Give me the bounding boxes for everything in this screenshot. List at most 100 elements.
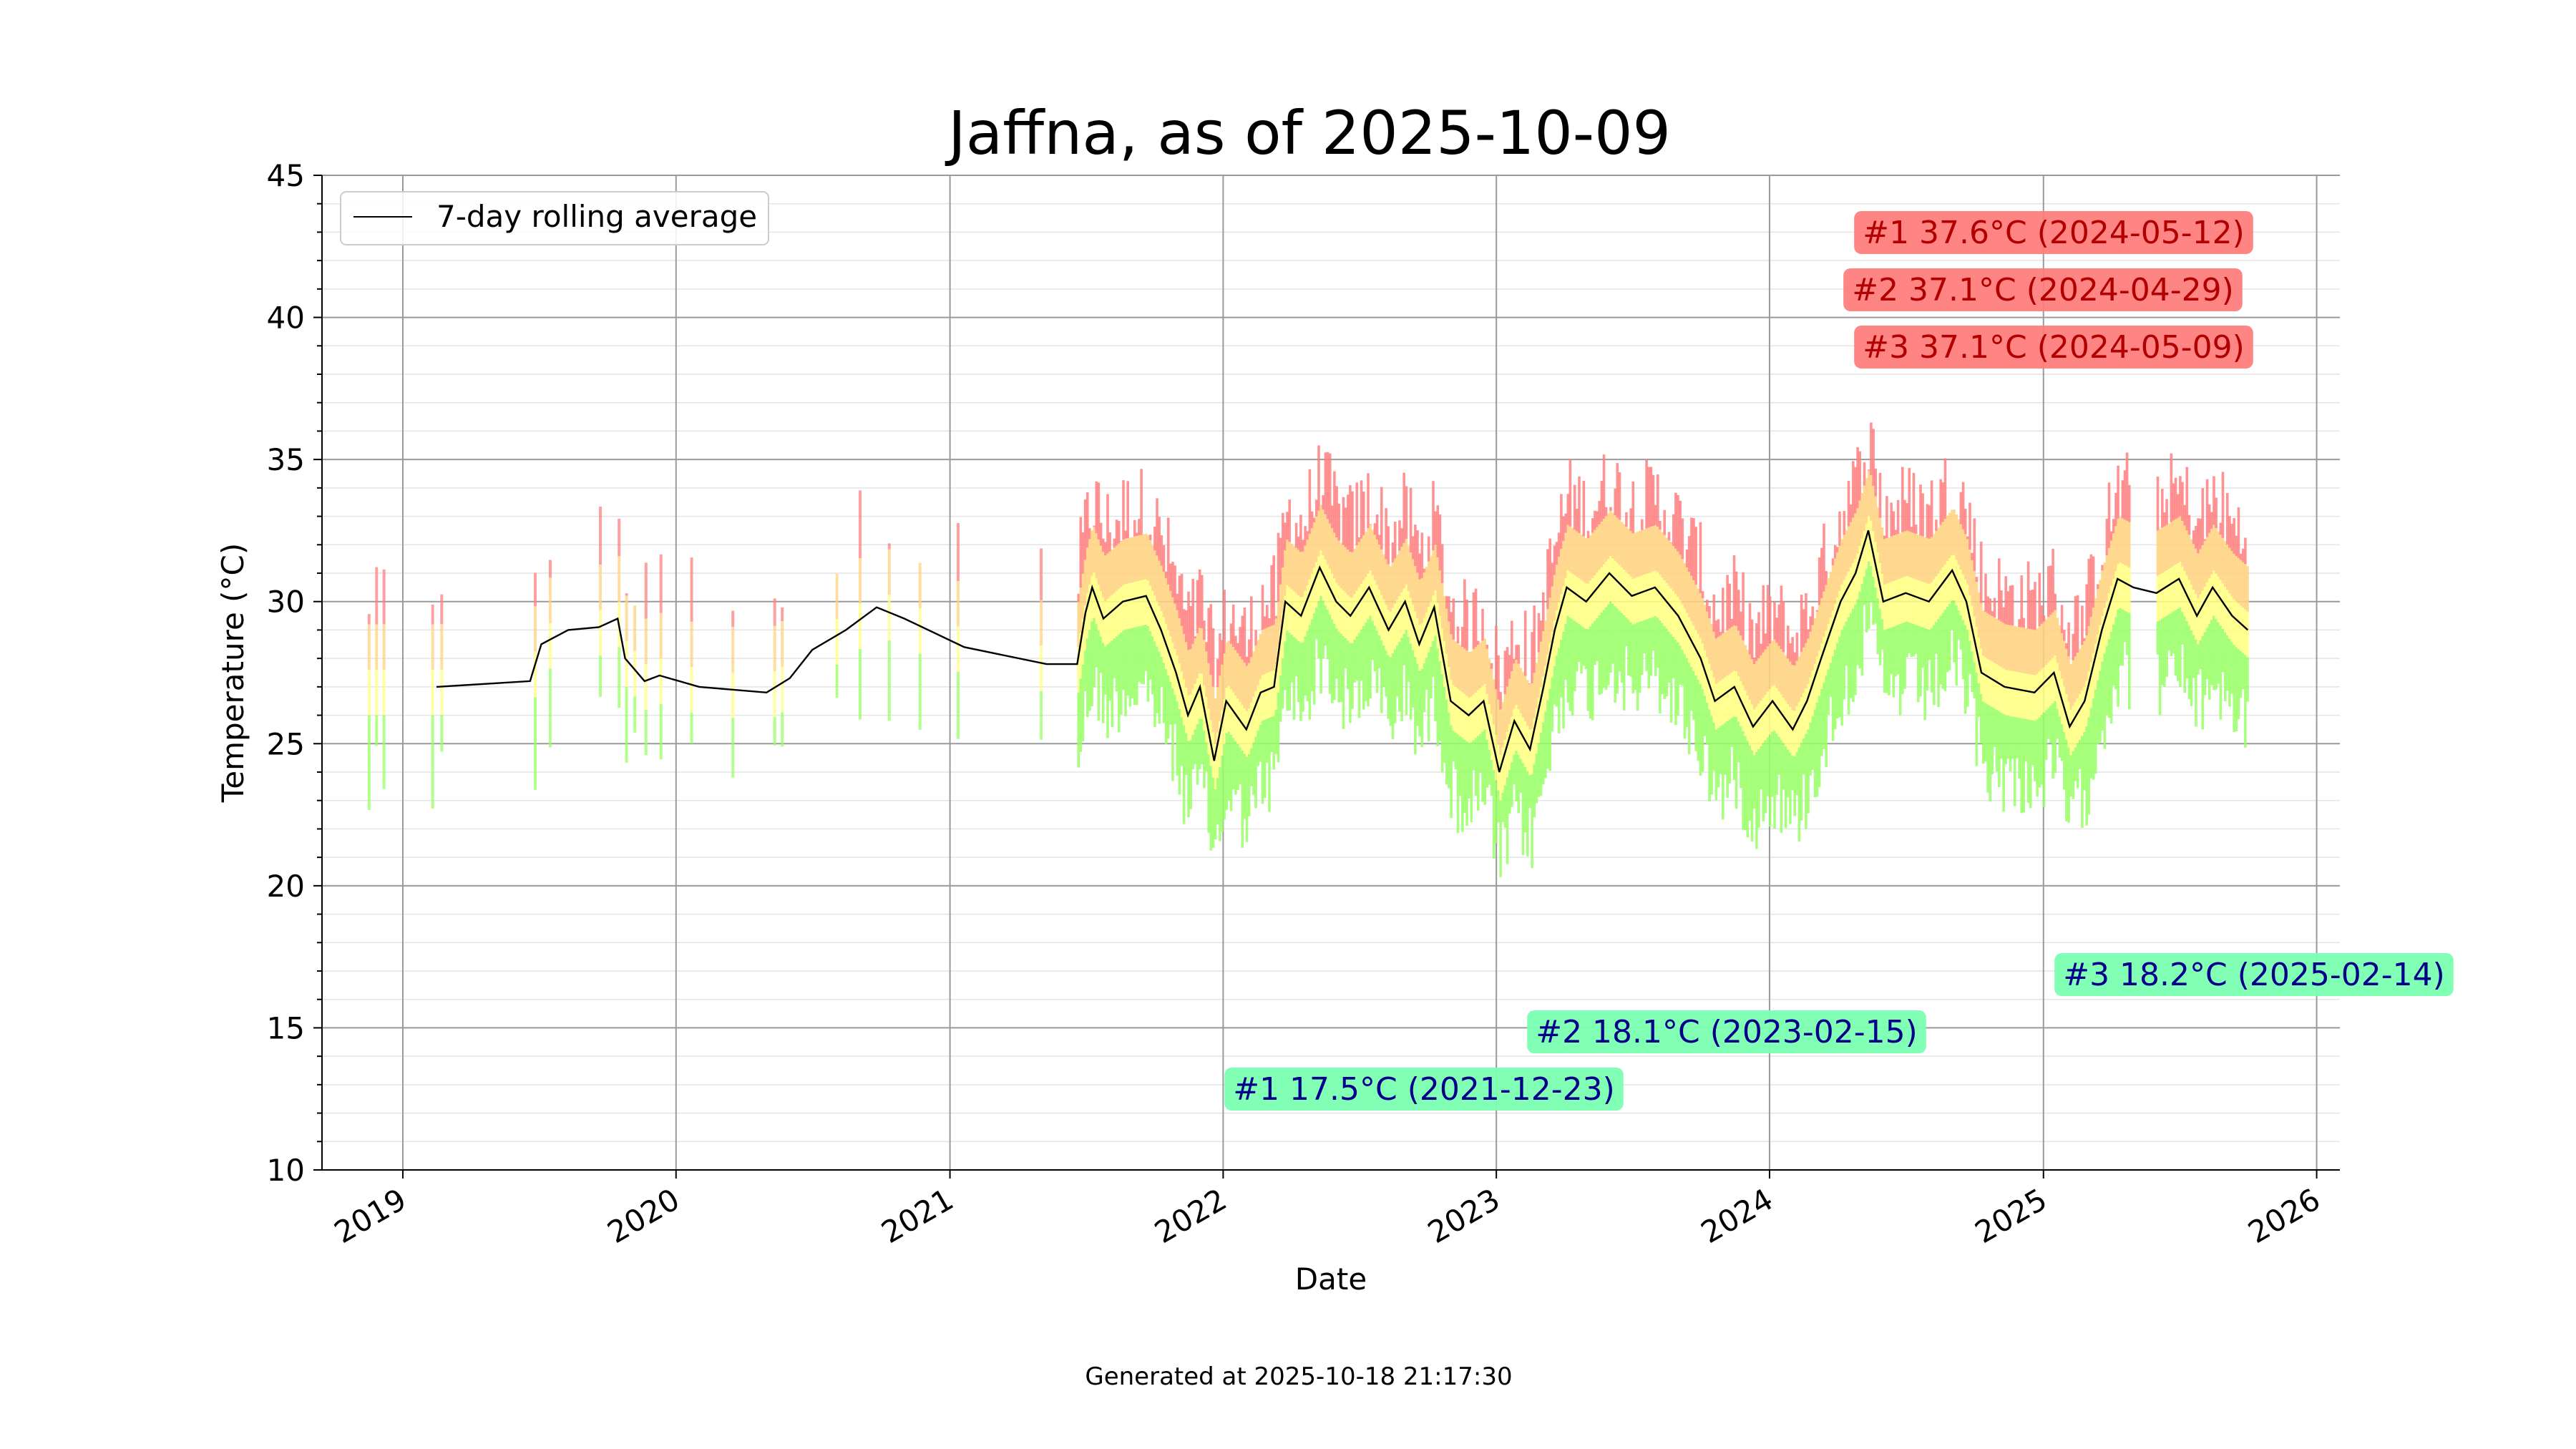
daily-range-bar [2109, 531, 2113, 541]
daily-range-bar [1515, 645, 1518, 660]
daily-range-bar [1117, 589, 1121, 635]
annotation-label: #3 37.1°C (2024-05-09) [1863, 329, 2245, 366]
daily-range-bar [2031, 675, 2034, 721]
daily-range-bar [2047, 662, 2050, 708]
daily-range-bar [2183, 571, 2186, 617]
daily-range-bar [2221, 537, 2225, 584]
daily-range-bar [1979, 693, 1983, 743]
daily-range-bar [1077, 593, 1080, 602]
daily-range-bar [1732, 625, 1736, 671]
daily-range-bar [1086, 492, 1089, 548]
daily-range-bar [1093, 527, 1096, 572]
daily-range-bar [1602, 519, 1606, 565]
daily-range-bar [1868, 561, 1870, 629]
daily-range-bar [1458, 736, 1462, 796]
daily-range-bar [1254, 736, 1257, 809]
x-tick-label: 2026 [2243, 1181, 2326, 1250]
daily-range-bar [1537, 613, 1541, 653]
daily-range-bar [1122, 540, 1125, 585]
daily-range-bar [1513, 663, 1516, 709]
daily-range-bar [2051, 612, 2054, 658]
daily-range-bar [1820, 689, 1823, 756]
daily-range-bar [1993, 663, 1996, 708]
daily-range-bar [1148, 631, 1152, 680]
daily-range-bar [2002, 713, 2005, 812]
daily-range-bar [1791, 756, 1794, 791]
daily-range-bar [1710, 716, 1713, 795]
daily-range-bar [1302, 597, 1304, 643]
daily-range-bar [1357, 537, 1361, 542]
daily-range-bar [599, 655, 602, 697]
daily-range-bar [1860, 538, 1864, 585]
daily-range-bar [1706, 702, 1709, 745]
daily-range-bar [1919, 626, 1922, 697]
daily-range-bar [1760, 746, 1762, 789]
daily-range-bar [1201, 575, 1204, 628]
daily-range-bar [1885, 629, 1888, 693]
daily-range-bar [1412, 559, 1415, 605]
daily-range-bar [1304, 526, 1307, 546]
daily-range-bar [1735, 571, 1738, 626]
daily-range-bar [1272, 716, 1275, 770]
daily-range-bar [2192, 544, 2195, 590]
daily-range-bar [1939, 479, 1942, 525]
y-tick-label: 25 [267, 726, 305, 761]
daily-range-bar [1326, 519, 1330, 565]
x-tick-label: 2024 [1695, 1181, 1779, 1250]
daily-range-bar [2167, 523, 2170, 569]
daily-range-bar [382, 715, 386, 789]
daily-range-bar [1360, 629, 1363, 681]
record-low-1: #1 17.5°C (2021-12-23) [1224, 1068, 1624, 1111]
daily-range-bar [2038, 717, 2041, 788]
daily-range-bar [1337, 503, 1340, 541]
daily-range-bar [1393, 604, 1397, 650]
daily-range-bar [1863, 576, 1866, 605]
daily-range-bar [1560, 549, 1563, 595]
daily-range-bar [1677, 551, 1679, 597]
daily-range-bar [2011, 716, 2014, 759]
daily-range-bar [1854, 467, 1857, 514]
daily-range-bar [1077, 692, 1080, 768]
daily-range-bar [2002, 668, 2005, 714]
daily-range-bar [1294, 547, 1298, 594]
daily-range-bar [2187, 580, 2191, 626]
daily-range-bar [1953, 555, 1956, 600]
daily-range-bar [1726, 721, 1729, 798]
daily-range-bar [1777, 736, 1781, 775]
daily-range-bar [1187, 591, 1190, 650]
daily-range-bar [1266, 605, 1269, 628]
daily-range-bar [2051, 548, 2054, 613]
daily-range-bar [1789, 643, 1792, 662]
daily-range-bar [1622, 524, 1626, 570]
daily-range-bar [2054, 610, 2057, 656]
daily-range-bar [1385, 605, 1387, 650]
daily-range-bar [1166, 675, 1170, 739]
daily-range-bar [1104, 542, 1107, 556]
daily-range-bar [1582, 627, 1586, 666]
daily-range-bar [1717, 619, 1720, 637]
daily-range-bar [1312, 613, 1316, 705]
daily-range-bar [1883, 539, 1886, 585]
daily-range-bar [1797, 702, 1801, 748]
daily-range-bar [1477, 736, 1480, 811]
daily-range-bar [1432, 481, 1435, 550]
daily-range-bar [1757, 658, 1760, 704]
daily-range-bar [1789, 661, 1792, 708]
daily-range-bar [1270, 625, 1273, 672]
daily-range-bar [431, 715, 434, 809]
daily-range-bar [1773, 639, 1776, 686]
daily-range-bar [2065, 739, 2068, 821]
daily-range-bar [1906, 621, 1908, 658]
daily-range-bar [731, 718, 735, 778]
daily-range-bar [1531, 683, 1533, 729]
daily-range-bar [1479, 733, 1482, 774]
daily-range-bar [1454, 641, 1458, 687]
daily-range-bar [1331, 528, 1334, 574]
daily-range-bar [1252, 742, 1255, 796]
daily-range-bar [1657, 618, 1659, 668]
daily-range-bar [1838, 591, 1841, 637]
daily-range-bar [1185, 733, 1188, 775]
daily-range-bar [1423, 572, 1426, 618]
daily-range-bar [1299, 514, 1302, 552]
